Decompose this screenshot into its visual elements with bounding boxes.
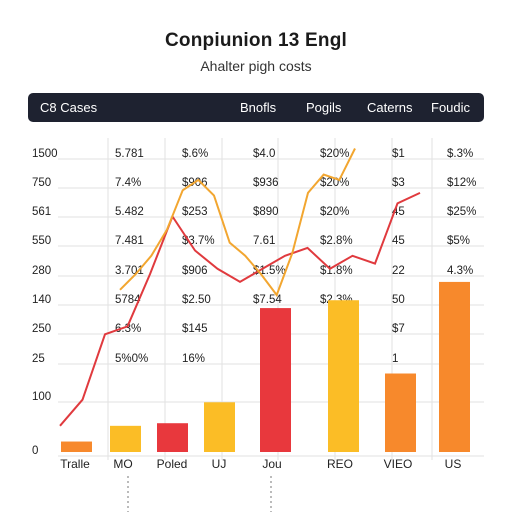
table-cell: 50 xyxy=(392,294,405,306)
x-category-label: Jou xyxy=(262,457,281,471)
table-cell: 1 xyxy=(392,353,398,365)
table-cell: $25% xyxy=(447,206,476,218)
table-cell: $4.0 xyxy=(253,148,275,160)
table-cell: $.3% xyxy=(447,148,473,160)
y-tick-label: 0 xyxy=(32,445,38,457)
table-cell: 7.481 xyxy=(115,235,144,247)
header-label-cases: C8 Cases xyxy=(40,100,98,115)
bar xyxy=(260,308,291,452)
table-cell: 5.482 xyxy=(115,206,144,218)
bar xyxy=(385,373,416,452)
table-cell: 45 xyxy=(392,235,405,247)
table-cell: 5.781 xyxy=(115,148,144,160)
x-category-label: REO xyxy=(327,457,353,471)
table-cell: $5% xyxy=(447,235,470,247)
bar xyxy=(204,402,235,452)
table-cell: $890 xyxy=(253,206,279,218)
header-label-foudic: Foudic xyxy=(431,100,471,115)
bar xyxy=(61,441,92,452)
table-cell: $145 xyxy=(182,323,208,335)
y-tick-label: 561 xyxy=(32,206,51,218)
table-cell: 7.61 xyxy=(253,235,275,247)
y-tick-label: 550 xyxy=(32,235,51,247)
table-cell: 7.4% xyxy=(115,177,141,189)
x-category-label: VIEO xyxy=(384,457,413,471)
table-cell: $2.50 xyxy=(182,294,211,306)
y-tick-label: 250 xyxy=(32,323,51,335)
y-tick-label: 280 xyxy=(32,265,51,277)
x-category-label: UJ xyxy=(212,457,227,471)
chart-title: Conpiunion 13 Engl xyxy=(165,30,347,51)
table-cell: $936 xyxy=(253,177,279,189)
x-category-label: Poled xyxy=(157,457,188,471)
table-cell: 5%0% xyxy=(115,353,148,365)
y-tick-label: 140 xyxy=(32,294,51,306)
table-cell: 4.3% xyxy=(447,265,473,277)
header-label-pogils: Pogils xyxy=(306,100,342,115)
x-category-label: US xyxy=(445,457,462,471)
table-cell: $20% xyxy=(320,148,349,160)
table-cell: $7.54 xyxy=(253,294,282,306)
header-label-bnofls: Bnofls xyxy=(240,100,277,115)
x-category-label: Tralle xyxy=(60,457,90,471)
bar xyxy=(157,423,188,452)
table-header-bar: C8 Cases Bnofls Pogils Caterns Foudic xyxy=(28,93,484,122)
bar xyxy=(328,300,359,452)
y-tick-label: 100 xyxy=(32,391,51,403)
table-cell: $1 xyxy=(392,148,405,160)
table-cell: 16% xyxy=(182,353,205,365)
table-cell: 6.3% xyxy=(115,323,141,335)
table-cell: $.6% xyxy=(182,148,208,160)
series-line-yellow xyxy=(119,148,356,298)
table-cell: 22 xyxy=(392,265,405,277)
table-cell: $12% xyxy=(447,177,476,189)
table-cell: $1.8% xyxy=(320,265,353,277)
table-cell: $20% xyxy=(320,206,349,218)
table-cell: $253 xyxy=(182,206,208,218)
chart-subtitle: Ahalter pigh costs xyxy=(200,58,312,74)
table-cell: $2.8% xyxy=(320,235,353,247)
table-cell: $3 xyxy=(392,177,405,189)
x-category-label: MO xyxy=(113,457,132,471)
table-cell: $906 xyxy=(182,265,208,277)
table-cell: 5784 xyxy=(115,294,141,306)
y-tick-label: 1500 xyxy=(32,148,58,160)
header-label-caterns: Caterns xyxy=(367,100,413,115)
y-tick-label: 750 xyxy=(32,177,51,189)
bar xyxy=(439,281,470,452)
y-tick-label: 25 xyxy=(32,353,45,365)
bar xyxy=(110,425,141,452)
series-line-red xyxy=(59,191,421,427)
table-cell: $7 xyxy=(392,323,405,335)
table-cell: $20% xyxy=(320,177,349,189)
